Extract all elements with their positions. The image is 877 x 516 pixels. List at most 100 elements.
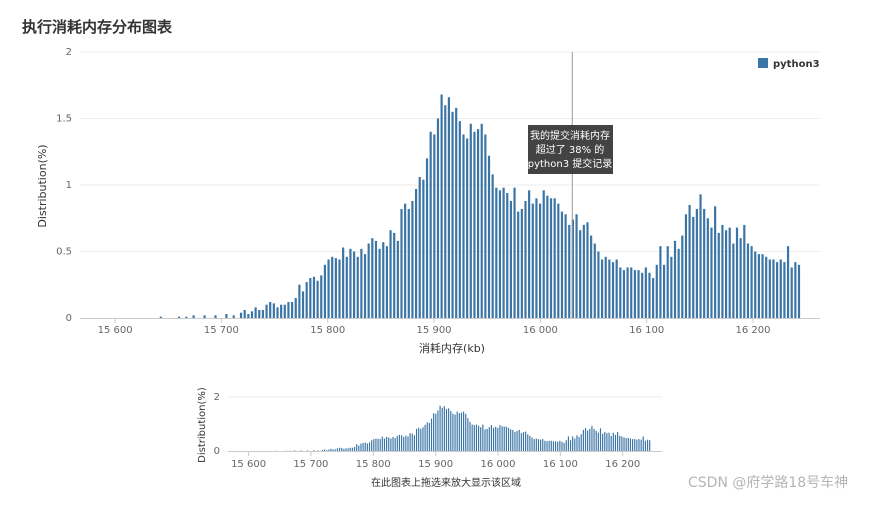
main-bar (466, 138, 469, 318)
nav-bar (527, 434, 529, 451)
main-bar (177, 316, 181, 318)
main-bar (283, 304, 286, 318)
legend-swatch (758, 58, 768, 68)
nav-bar (392, 436, 394, 451)
main-bar (710, 227, 713, 318)
main-bar (476, 129, 480, 318)
main-bar (305, 282, 308, 318)
main-bar (794, 262, 797, 318)
nav-bar (580, 434, 582, 451)
legend[interactable]: python3 (758, 58, 820, 70)
nav-bar (544, 440, 546, 451)
main-bar (349, 248, 352, 318)
nav-bar (415, 428, 418, 451)
nav-bar (484, 429, 486, 451)
nav-bar (522, 432, 525, 451)
nav-bar (334, 449, 336, 451)
nav-x-tick-label: 16 000 (481, 459, 516, 470)
main-bar (677, 248, 680, 318)
nav-bar (627, 438, 629, 451)
nav-bar (518, 429, 520, 451)
nav-bar (443, 406, 445, 451)
nav-bar (394, 438, 396, 451)
main-bar (301, 291, 305, 318)
main-bar (338, 259, 341, 318)
main-x-tick-label: 15 700 (204, 325, 239, 336)
main-bar (608, 259, 611, 318)
nav-bar (537, 439, 540, 451)
main-bars[interactable] (159, 94, 801, 318)
nav-x-tick-label: 15 800 (356, 459, 391, 470)
main-bar (797, 264, 801, 318)
main-bar (396, 240, 399, 318)
nav-x-tick-label: 16 100 (543, 459, 578, 470)
main-bar (524, 200, 527, 318)
main-y-tick-label: 2 (66, 47, 72, 58)
main-y-tick-label: 1.5 (56, 114, 72, 125)
main-bar (520, 208, 523, 318)
tooltip-line-3: python3 提交记录 (528, 157, 613, 170)
main-bar (535, 198, 538, 318)
main-bar (586, 222, 589, 318)
nav-bar (525, 431, 527, 451)
nav-bar (550, 440, 552, 451)
main-bar (290, 302, 294, 318)
nav-bar (473, 425, 475, 451)
main-bar (557, 203, 560, 318)
main-bar (385, 246, 389, 318)
main-bar (717, 232, 720, 318)
nav-bar (353, 446, 356, 451)
nav-bar (638, 439, 640, 451)
nav-bar (373, 439, 375, 451)
nav-bar (565, 440, 567, 451)
main-bar (436, 118, 440, 318)
main-bar (695, 208, 698, 318)
main-bar (549, 198, 553, 318)
main-bar (637, 270, 640, 318)
main-y-tick-label: 1 (66, 180, 72, 191)
main-bar (214, 315, 217, 318)
nav-bar (386, 436, 388, 451)
nav-bar (341, 448, 343, 451)
nav-bar (347, 448, 349, 451)
main-bar (626, 267, 629, 318)
nav-bar (445, 409, 448, 451)
nav-bar (364, 442, 366, 451)
nav-bar (614, 434, 617, 451)
nav-bar (428, 422, 430, 451)
main-bar (484, 134, 487, 318)
main-bar (309, 278, 312, 318)
nav-bar (567, 436, 569, 451)
main-bar (400, 208, 403, 318)
main-bar (604, 256, 607, 318)
main-bar (363, 254, 367, 318)
main-bar (258, 310, 261, 318)
main-bar (444, 105, 447, 318)
nav-bar (452, 413, 454, 451)
main-bar (345, 256, 348, 318)
nav-bar (574, 438, 576, 451)
nav-bar (507, 427, 510, 451)
navigator-bars[interactable] (274, 405, 651, 451)
main-x-tick-labels: 15 600 15 700 15 800 15 900 16 000 16 100 16 2… (98, 318, 771, 336)
nav-bar (582, 429, 584, 451)
main-x-tick-label: 16 200 (736, 325, 771, 336)
tooltip-box (528, 125, 613, 174)
main-bar (732, 243, 735, 318)
main-bar (575, 214, 578, 318)
main-bar (458, 121, 461, 318)
main-bar (699, 194, 702, 318)
main-bar (323, 264, 327, 318)
main-bar (312, 276, 316, 318)
nav-x-tick-label: 15 700 (293, 459, 328, 470)
nav-bar (578, 436, 580, 451)
nav-bar (368, 442, 371, 451)
nav-bar (377, 438, 379, 451)
main-bar (509, 200, 512, 318)
main-bar (681, 235, 684, 318)
main-bar (203, 315, 206, 318)
nav-bar (593, 428, 595, 451)
nav-bar (300, 450, 302, 451)
main-bar (192, 315, 195, 318)
